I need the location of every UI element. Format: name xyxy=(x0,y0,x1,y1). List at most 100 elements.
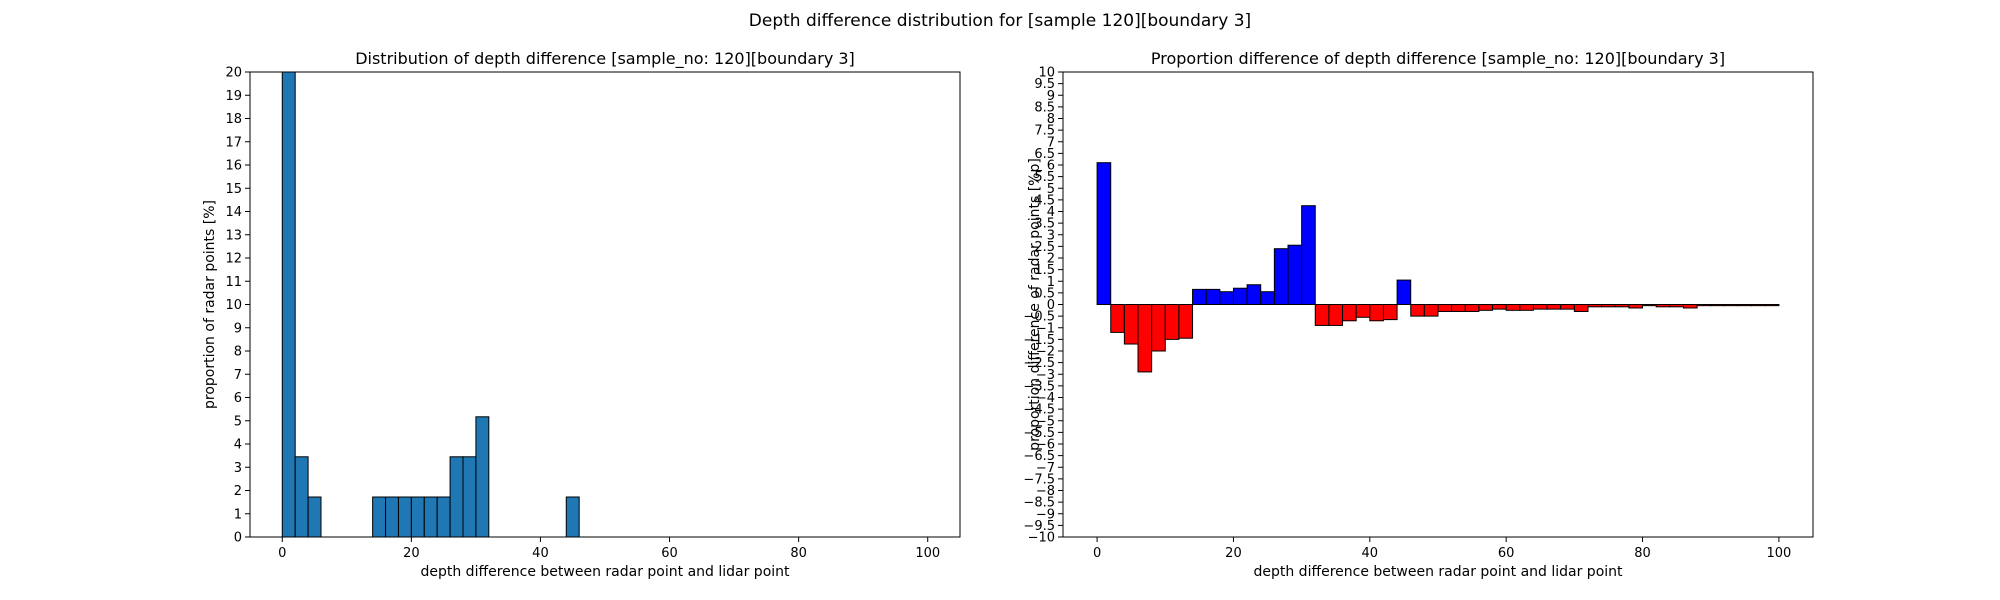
proportion-difference-bar xyxy=(1710,304,1725,307)
proportion-difference-bar xyxy=(1669,304,1684,308)
distribution-x-tick-label: 0 xyxy=(278,546,286,561)
proportion-difference-bar xyxy=(1260,291,1275,305)
distribution-y-tick-label: 18 xyxy=(225,112,242,127)
proportion-difference-y-tick-label: −9 xyxy=(1036,507,1055,522)
proportion-difference-chart: 0 20 40 60 80 100 −10−9.5−9−8.5−8−7.5−7−6.5−6… xyxy=(1023,49,1814,580)
proportion-difference-y-tick-label: 5.5 xyxy=(1034,170,1055,185)
proportion-difference-bar xyxy=(1232,287,1248,306)
proportion-difference-bar xyxy=(1369,304,1384,322)
proportion-difference-bar xyxy=(1314,304,1330,326)
proportion-difference-bar xyxy=(1614,304,1630,308)
distribution-chart: 0 20 40 60 80 100 012345678910111213141516171… xyxy=(202,49,961,580)
proportion-difference-y-tick-label: 7.5 xyxy=(1034,124,1055,139)
proportion-difference-bar xyxy=(1601,304,1616,308)
distribution-y-tick-label: 16 xyxy=(225,159,242,174)
distribution-y-tick-label: 0 xyxy=(234,531,242,546)
proportion-difference-bar xyxy=(1396,279,1412,305)
proportion-difference-y-tick-label: 8.5 xyxy=(1034,100,1055,115)
proportion-difference-y-tick-label: −8 xyxy=(1036,484,1055,499)
proportion-difference-bar xyxy=(1492,304,1507,310)
proportion-difference-x-tick-label: 80 xyxy=(1634,546,1651,561)
proportion-difference-bar xyxy=(1328,304,1344,326)
proportion-difference-bar xyxy=(1410,304,1425,317)
proportion-difference-y-tick-label: −7 xyxy=(1036,461,1055,476)
proportion-difference-bar xyxy=(1151,304,1166,352)
proportion-difference-bar xyxy=(1355,304,1371,318)
proportion-difference-bar xyxy=(1628,304,1644,309)
distribution-bar xyxy=(281,71,296,538)
proportion-difference-bar xyxy=(1137,304,1153,373)
proportion-difference-bar xyxy=(1178,304,1194,339)
proportion-difference-bar xyxy=(1423,304,1439,317)
proportion-difference-x-tick-label: 20 xyxy=(1225,546,1242,561)
proportion-difference-bar xyxy=(1273,248,1289,305)
distribution-bar xyxy=(436,496,451,538)
proportion-difference-bar xyxy=(1696,304,1712,307)
proportion-difference-y-tick-label: −7.5 xyxy=(1023,472,1055,487)
proportion-difference-y-tick-label: −6.5 xyxy=(1023,449,1055,464)
proportion-difference-bar xyxy=(1301,205,1316,305)
distribution-y-tick-label: 11 xyxy=(225,275,242,290)
proportion-difference-y-tick-label: −3.5 xyxy=(1023,379,1055,394)
proportion-difference-bar xyxy=(1723,304,1739,307)
distribution-y-tick-label: 8 xyxy=(234,345,242,360)
proportion-difference-y-tick-label: −5 xyxy=(1036,414,1055,429)
proportion-difference-bar xyxy=(1764,304,1780,307)
proportion-difference-x-tick-label: 0 xyxy=(1093,546,1101,561)
proportion-difference-y-tick-label: −4 xyxy=(1036,391,1055,406)
proportion-difference-bar xyxy=(1342,304,1357,322)
proportion-difference-y-tick-label: 1 xyxy=(1047,275,1055,290)
proportion-difference-bar xyxy=(1096,162,1112,305)
figure-suptitle: Depth difference distribution for [sampl… xyxy=(749,11,1251,31)
proportion-difference-bar xyxy=(1505,304,1521,311)
distribution-y-tick-label: 14 xyxy=(225,205,242,220)
proportion-difference-bar xyxy=(1287,244,1303,305)
proportion-difference-y-tick-label: 7 xyxy=(1047,135,1055,150)
proportion-difference-bar xyxy=(1382,304,1398,321)
proportion-difference-bar xyxy=(1464,304,1480,312)
proportion-difference-y-tick-label: 0.5 xyxy=(1034,286,1055,301)
distribution-y-tick-label: 6 xyxy=(234,391,242,406)
proportion-difference-x-tick-label: 60 xyxy=(1498,546,1515,561)
distribution-y-tick-label: 19 xyxy=(225,89,242,104)
proportion-difference-y-ticks: −10−9.5−9−8.5−8−7.5−7−6.5−6−5.5−5−4.5−4−… xyxy=(1023,66,1063,546)
proportion-difference-bar xyxy=(1123,304,1139,345)
proportion-difference-y-tick-label: 0 xyxy=(1047,298,1055,313)
distribution-y-axis-label: proportion of radar points [%] xyxy=(202,200,218,409)
proportion-difference-y-tick-label: 5 xyxy=(1047,182,1055,197)
proportion-difference-y-tick-label: −0.5 xyxy=(1023,310,1055,325)
proportion-difference-y-tick-label: −9.5 xyxy=(1023,519,1055,534)
proportion-difference-bar xyxy=(1437,304,1453,312)
proportion-difference-y-tick-label: −1 xyxy=(1036,321,1055,336)
distribution-y-tick-label: 17 xyxy=(225,135,242,150)
proportion-difference-y-tick-label: −2.5 xyxy=(1023,356,1055,371)
proportion-difference-y-tick-label: −10 xyxy=(1028,531,1055,546)
proportion-difference-y-tick-label: 6.5 xyxy=(1034,147,1055,162)
proportion-difference-x-tick-label: 40 xyxy=(1362,546,1379,561)
proportion-difference-x-ticks: 0 20 40 60 80 100 xyxy=(1093,537,1791,561)
distribution-y-tick-label: 7 xyxy=(234,368,242,383)
distribution-x-axis-label: depth difference between radar point and… xyxy=(420,564,790,580)
proportion-difference-bar xyxy=(1546,304,1562,310)
distribution-bar xyxy=(410,496,425,538)
distribution-y-tick-label: 2 xyxy=(234,484,242,499)
proportion-difference-y-tick-label: 2.5 xyxy=(1034,240,1055,255)
distribution-bar xyxy=(397,496,412,538)
distribution-x-tick-label: 100 xyxy=(915,546,940,561)
proportion-difference-y-tick-label: −2 xyxy=(1036,345,1055,360)
proportion-difference-y-axis-label: proportion difference of radar points [%… xyxy=(1027,158,1043,451)
proportion-difference-bar xyxy=(1587,304,1603,308)
proportion-difference-x-tick-label: 100 xyxy=(1766,546,1791,561)
proportion-difference-bar xyxy=(1219,291,1234,305)
proportion-difference-y-tick-label: −8.5 xyxy=(1023,496,1055,511)
proportion-difference-y-tick-label: 8 xyxy=(1047,112,1055,127)
proportion-difference-bar xyxy=(1737,304,1753,307)
proportion-difference-y-tick-label: 9.5 xyxy=(1034,77,1055,92)
proportion-difference-bar xyxy=(1751,304,1766,307)
distribution-y-tick-label: 12 xyxy=(225,252,242,267)
distribution-bar xyxy=(294,456,309,538)
distribution-y-tick-label: 3 xyxy=(234,461,242,476)
proportion-difference-bar xyxy=(1655,304,1671,308)
